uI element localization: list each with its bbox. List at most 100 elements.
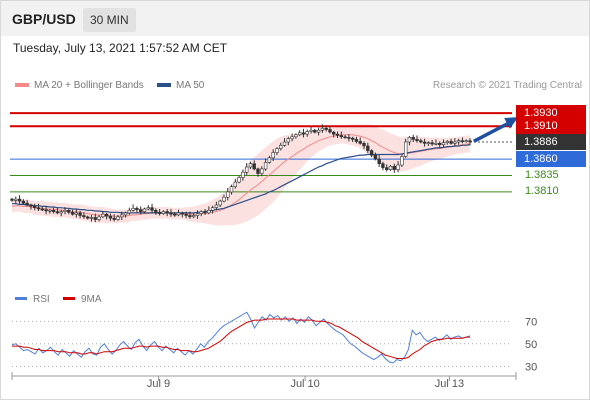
candle-body [456, 140, 461, 143]
rsi-tick-label: 50 [525, 339, 537, 351]
candle-body [400, 156, 404, 166]
candle-body [32, 206, 37, 208]
candle-body [203, 211, 207, 214]
candle-body [14, 198, 18, 201]
ma20-line [11, 134, 470, 217]
candle-body [263, 162, 268, 170]
candle-body [339, 135, 343, 138]
candle-body [169, 212, 173, 215]
candle-body [388, 166, 393, 170]
candle-body [112, 217, 116, 220]
candle-body [369, 150, 374, 156]
candle-body [294, 134, 298, 138]
x-tick-label: Jul 10 [290, 378, 319, 390]
candle-body [82, 215, 86, 218]
forecast-arrow-head [504, 117, 519, 129]
candle-body [21, 200, 26, 204]
support-level-label: 1.3810 [525, 184, 559, 197]
x-tick-label: Jul 13 [435, 378, 464, 390]
timeframe-button[interactable]: 30 MIN [83, 8, 136, 32]
candle-body [74, 212, 79, 215]
support-level-label: 1.3835 [525, 168, 559, 181]
credit-text: Research © 2021 Trading Central [432, 80, 582, 91]
candle-body [373, 154, 378, 160]
candle-body [233, 181, 237, 188]
candle-body [104, 213, 109, 217]
rsi-ma-legend-swatch [63, 297, 75, 300]
candle-body [275, 148, 279, 153]
candle-body [146, 207, 150, 210]
ma50-swatch [157, 83, 171, 88]
candle-body [161, 211, 166, 214]
candle-body [358, 141, 362, 144]
rsi-tick-label: 70 [525, 316, 537, 328]
forecast-arrow-shaft [472, 119, 514, 143]
rsi-tick-label: 30 [525, 361, 537, 373]
legend-ma50: MA 50 [157, 80, 204, 91]
candle-body [278, 145, 283, 149]
candle-body [36, 207, 41, 210]
candle-body [354, 139, 359, 142]
candle-body [267, 157, 272, 163]
candle-body [101, 213, 105, 218]
candle-body [116, 216, 120, 220]
candle-body [316, 129, 321, 133]
candle-body [108, 215, 113, 219]
ma50-line [12, 144, 471, 214]
candle-body [350, 137, 355, 140]
candle-body [301, 132, 306, 135]
candle-body [449, 141, 453, 144]
candle-body [282, 141, 287, 146]
candle-body [135, 208, 139, 210]
candle-body [468, 140, 472, 143]
candle-body [210, 207, 215, 211]
candle-body [426, 142, 431, 144]
candle-body [150, 207, 154, 211]
candle-body [195, 213, 200, 216]
candle-body [89, 217, 94, 219]
candle-body [347, 137, 351, 139]
candle-body [430, 142, 434, 145]
candle-body [260, 168, 264, 174]
candle-body [188, 215, 192, 218]
candle-body [245, 166, 249, 173]
candle-body [51, 210, 56, 212]
candle-body [157, 212, 162, 214]
candle-body [25, 202, 29, 206]
candle-body [237, 177, 241, 183]
candle-body [199, 211, 203, 214]
candle-body [63, 210, 67, 212]
candle-body [55, 211, 60, 214]
candle-body [120, 214, 124, 218]
timestamp: Tuesday, July 13, 2021 1:57:52 AM CET [13, 41, 228, 55]
rsi-legend-swatch [15, 297, 27, 300]
candle-body [252, 163, 256, 170]
candle-body [403, 141, 408, 157]
candle-body [309, 129, 313, 132]
legend-bollinger-label: MA 20 + Bollinger Bands [34, 80, 144, 91]
bollinger-band [12, 124, 470, 226]
symbol-title: GBP/USD [12, 11, 76, 27]
candle-body [222, 196, 226, 202]
candle-body [434, 143, 438, 145]
candle-body [381, 163, 385, 168]
resistance-price-tag: 1.3930 [516, 105, 586, 122]
resistance-price-tag: 1.3910 [516, 118, 586, 135]
candle-body [328, 129, 332, 133]
candle-body [123, 212, 128, 216]
candle-body [331, 131, 336, 135]
candle-body [93, 217, 98, 220]
rsi-ma-line [12, 318, 470, 359]
candle-body [176, 212, 181, 216]
candle-body [154, 210, 158, 213]
candle-body [271, 152, 275, 159]
candle-body [29, 204, 33, 207]
candle-body [139, 209, 143, 212]
candle-body [40, 208, 45, 211]
bollinger-swatch [15, 83, 29, 88]
candle-body [142, 208, 147, 212]
candle-body [366, 145, 370, 151]
candle-body [256, 168, 260, 174]
candle-body [460, 140, 465, 142]
